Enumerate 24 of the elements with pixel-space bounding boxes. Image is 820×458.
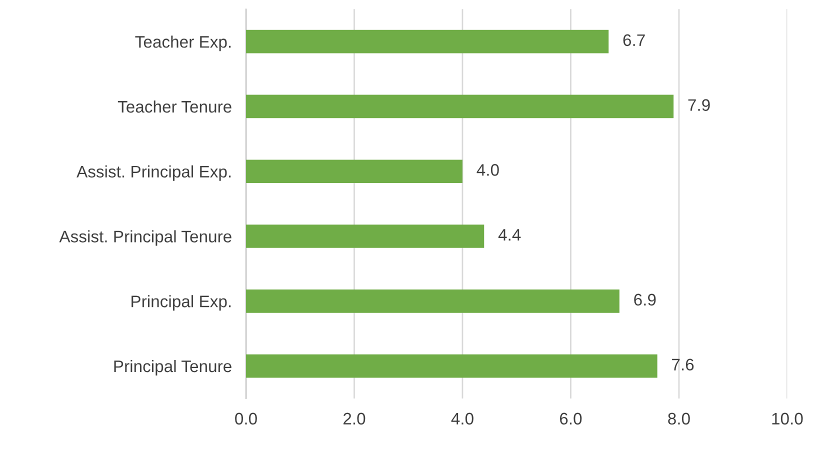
bar xyxy=(246,224,484,248)
data-label: 7.6 xyxy=(672,358,694,370)
data-label: 4.0 xyxy=(476,164,499,176)
y-tick-label: Assist. Principal Exp. xyxy=(76,165,231,181)
data-label: 6.7 xyxy=(623,34,645,46)
x-tick-label: 4.0 xyxy=(451,412,474,425)
y-tick-label: Principal Tenure xyxy=(114,360,232,376)
data-label: 6.9 xyxy=(634,294,656,306)
x-tick-label: 6.0 xyxy=(560,412,582,425)
y-tick-label: Teacher Exp. xyxy=(135,36,231,52)
bar xyxy=(246,289,620,313)
bar xyxy=(246,94,674,118)
bar xyxy=(246,30,609,54)
x-tick-label: 10.0 xyxy=(772,412,803,425)
data-label: 7.9 xyxy=(688,99,710,111)
bar xyxy=(246,354,658,378)
x-tick-label: 2.0 xyxy=(343,412,366,425)
x-tick-label: 8.0 xyxy=(668,412,690,425)
y-tick-label: Teacher Tenure xyxy=(118,100,232,113)
data-label: 4.4 xyxy=(498,229,521,241)
y-tick-label: Assist. Principal Tenure xyxy=(59,230,232,246)
x-tick-label: 0.0 xyxy=(235,412,257,425)
y-tick-label: Principal Exp. xyxy=(132,295,231,311)
bar xyxy=(246,160,462,184)
